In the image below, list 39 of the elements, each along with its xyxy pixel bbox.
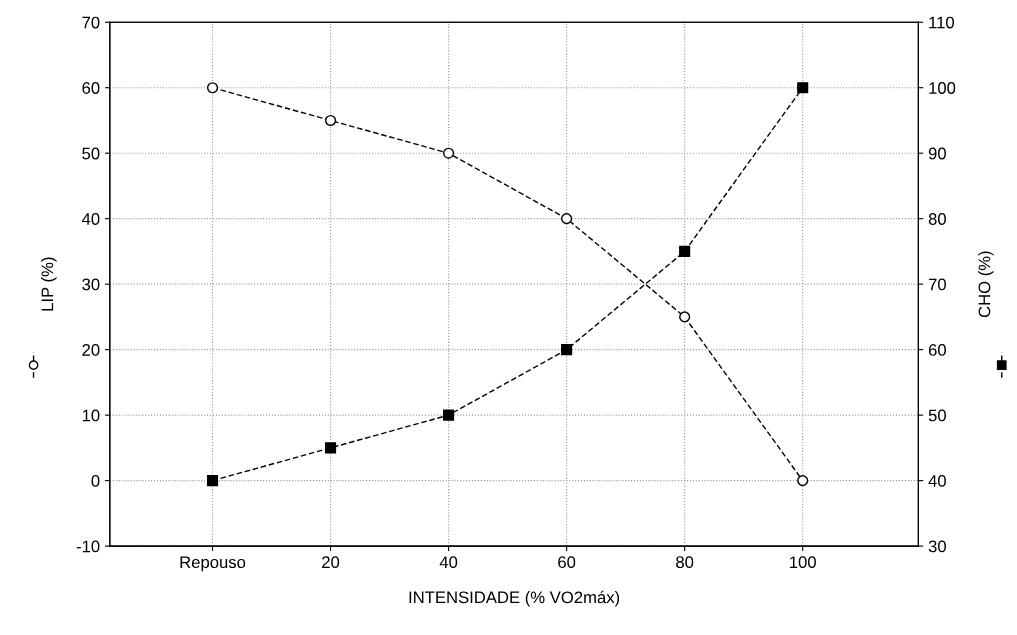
y2-tick-label: 90 [928, 147, 946, 160]
y-tick-label: 10 [82, 409, 100, 422]
point [561, 344, 573, 356]
y-tick-label: 70 [82, 16, 100, 29]
point [797, 82, 809, 94]
y2-tick-label: 60 [928, 344, 946, 356]
point [679, 245, 691, 257]
y-axis-title: LIP (%) [41, 257, 57, 311]
point [561, 213, 573, 225]
y-tick-label: 20 [82, 344, 100, 356]
y2-tick-label: 80 [928, 213, 946, 225]
x-axis-title: INTENSIDADE (% VO2máx) [409, 590, 620, 607]
y-tick-label: -10 [76, 540, 100, 553]
y2-tick-label: 110 [929, 16, 954, 29]
x-tick-label: 60 [558, 556, 576, 569]
y2-tick-label: 40 [928, 475, 946, 487]
x-tick-label: 80 [676, 556, 694, 569]
y2-axis-title: CHO (%) [978, 251, 994, 318]
point [324, 442, 337, 454]
x-tick-label: 100 [790, 556, 816, 569]
point [797, 475, 809, 487]
point [206, 475, 219, 487]
x-tick-label: 40 [439, 556, 458, 569]
y2-tick-label: 100 [929, 82, 956, 94]
y2-tick-label: 50 [928, 409, 946, 422]
y-tick-label: 30 [82, 278, 100, 291]
point [679, 311, 691, 323]
point [443, 147, 455, 159]
y-tick-label: 60 [82, 82, 100, 94]
y-tick-label: 50 [82, 147, 100, 160]
point [324, 114, 337, 127]
y2-tick-label: 30 [928, 540, 946, 553]
y-tick-label: 0 [91, 475, 100, 487]
y2-tick-label: 70 [928, 278, 946, 291]
point [206, 82, 219, 94]
y-tick-label: 40 [81, 213, 100, 225]
x-tick-label: Repouso [180, 556, 246, 572]
x-tick-label: 20 [322, 556, 340, 569]
point [443, 409, 455, 421]
